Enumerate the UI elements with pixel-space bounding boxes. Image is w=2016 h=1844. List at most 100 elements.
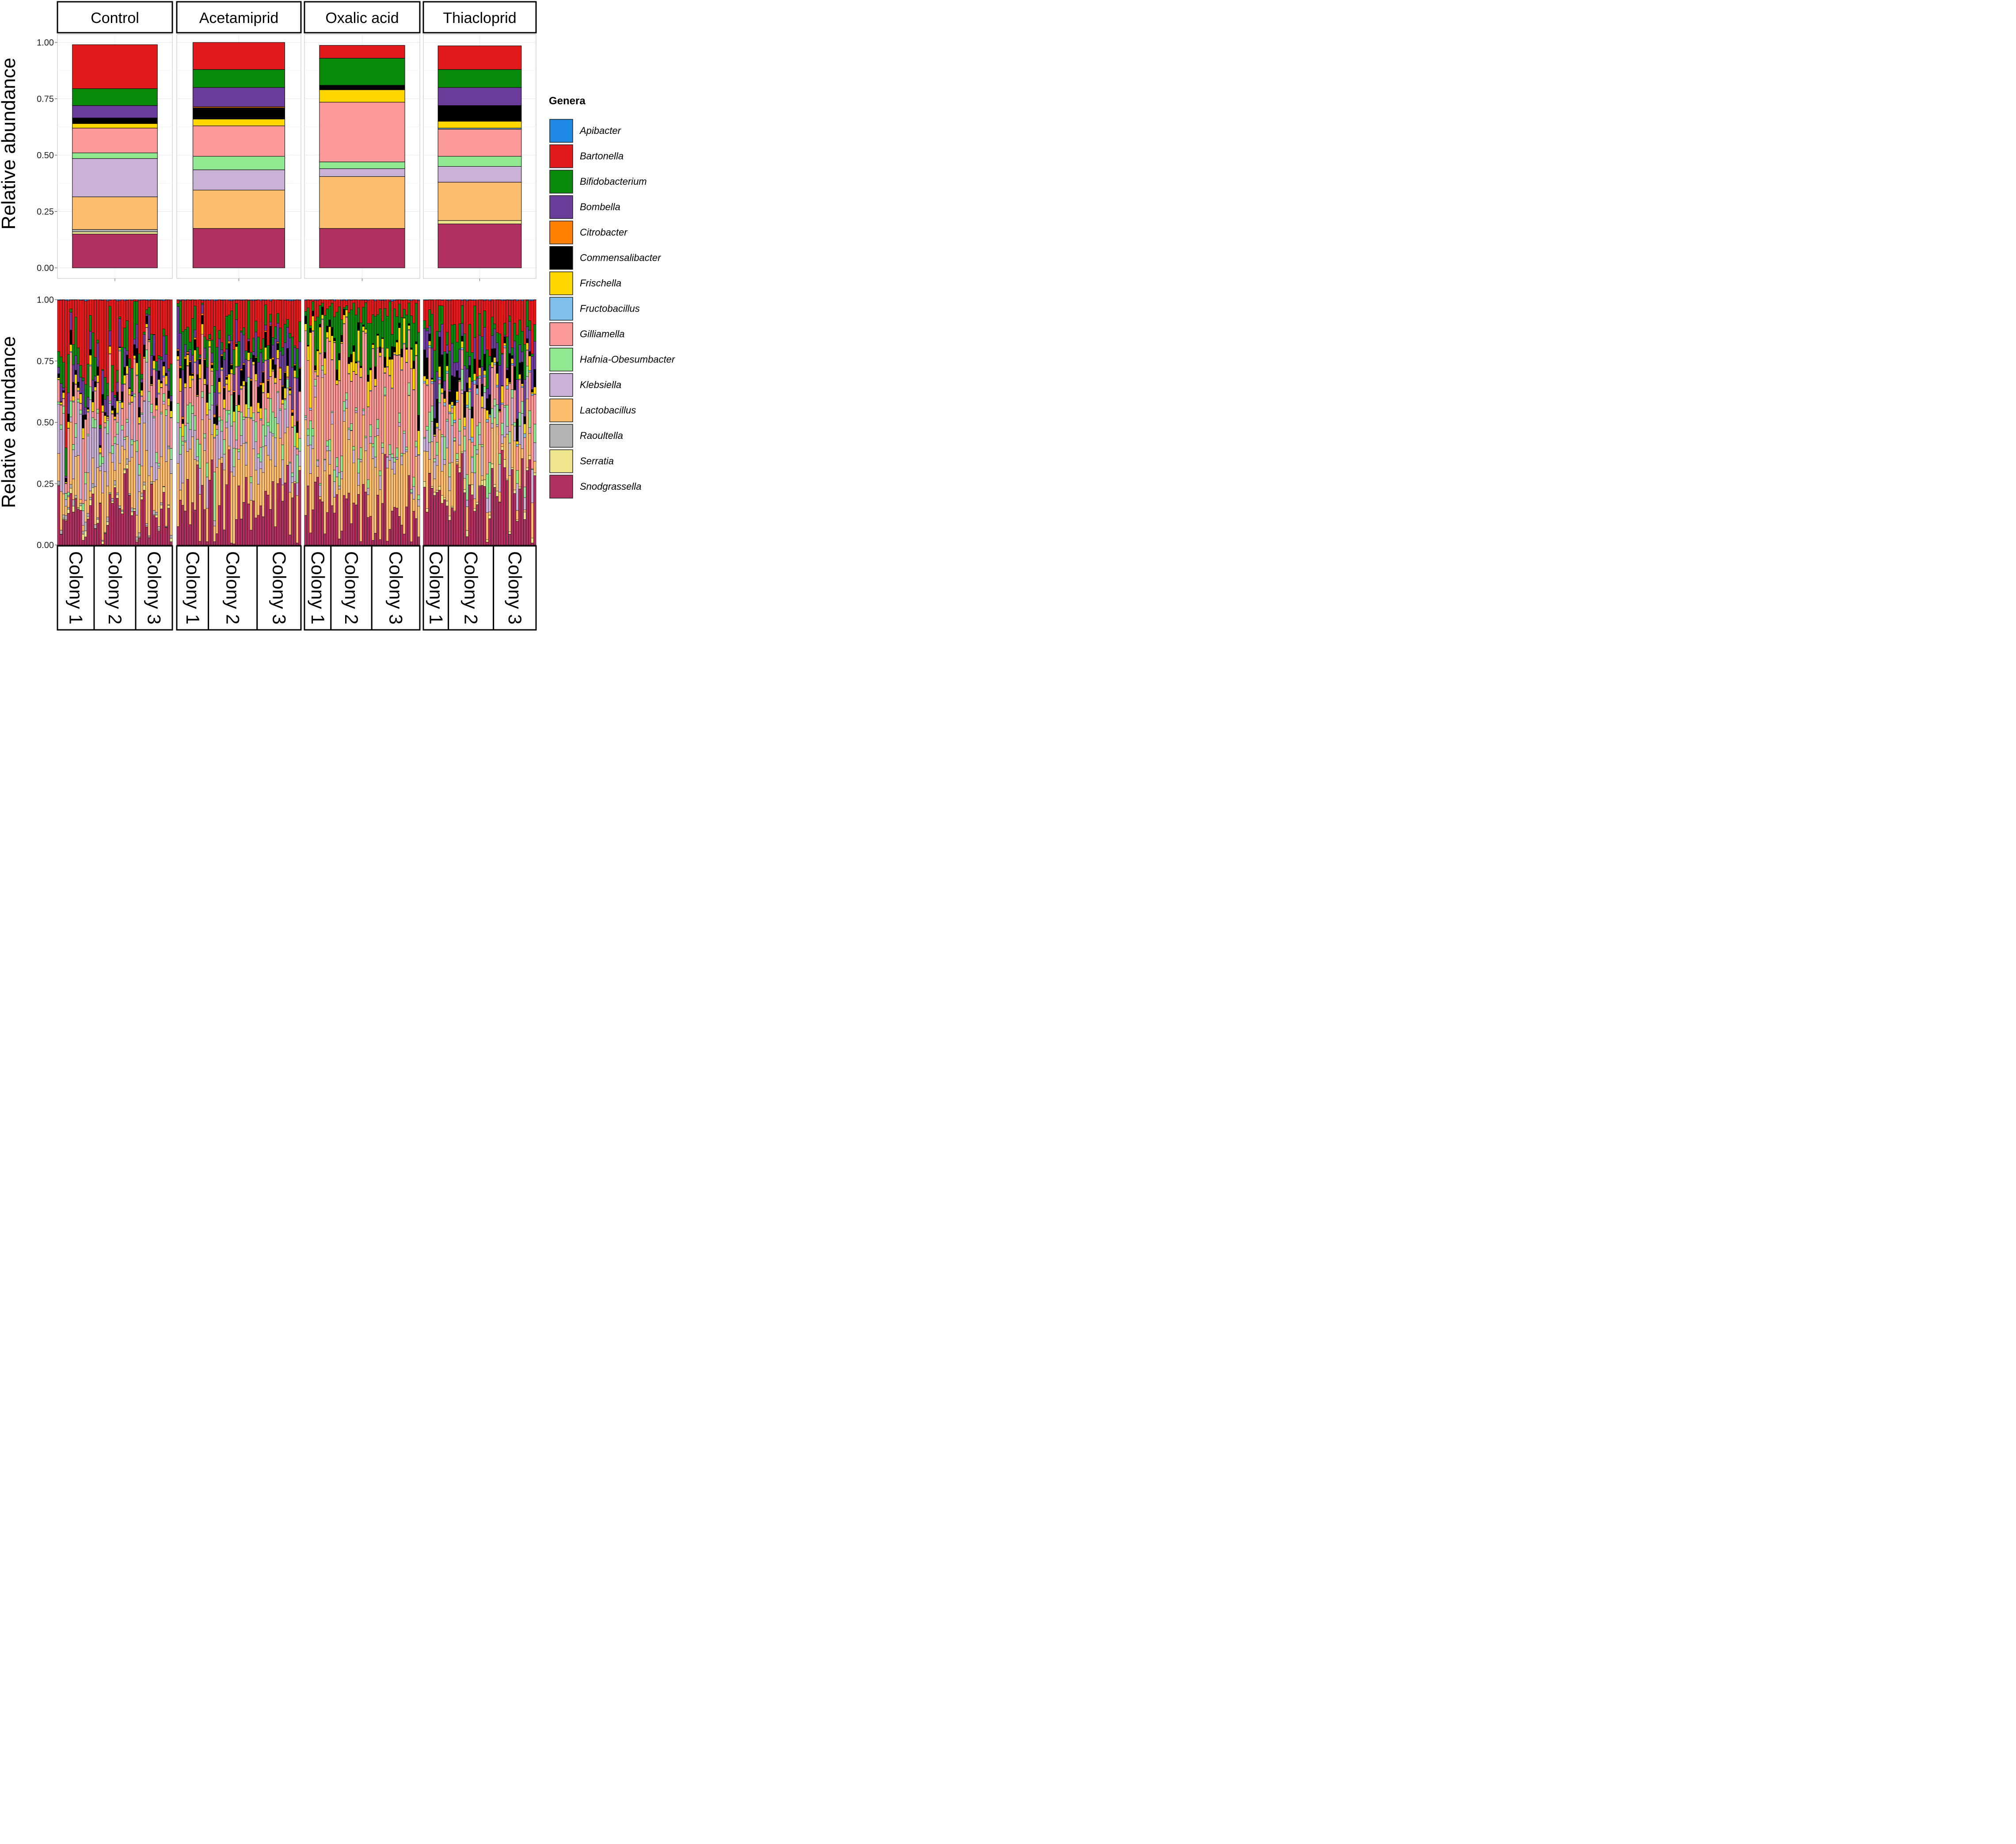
sample-segment-thiacloprid-26-gilliamella xyxy=(486,422,489,474)
sample-segment-acetamiprid-19-frischella xyxy=(220,367,223,370)
sample-segment-thiacloprid-10-bartonella xyxy=(445,300,449,333)
sample-segment-thiacloprid-5-bifidobacterium xyxy=(433,350,436,382)
sample-segment-control-11-bartonella xyxy=(82,300,85,378)
sample-segment-oxalic-acid-26-bifidobacterium xyxy=(364,302,367,329)
sample-segment-acetamiprid-38-bifidobacterium xyxy=(266,345,270,360)
sample-segment-control-32-bartonella xyxy=(133,300,136,302)
sample-segment-thiacloprid-24-frischella xyxy=(481,396,484,408)
colony-box-oxalic-acid-3 xyxy=(371,545,421,631)
bar-segment-thiacloprid-bifidobacterium xyxy=(437,69,522,88)
sample-segment-thiacloprid-24-klebsiella xyxy=(481,446,484,476)
sample-segment-control-27-hafnia-obesumbacter xyxy=(121,425,124,431)
sample-segment-oxalic-acid-44-gilliamella xyxy=(407,330,411,383)
sample-segment-acetamiprid-9-bifidobacterium xyxy=(196,347,199,360)
sample-segment-control-13-raoultella xyxy=(87,513,90,517)
sample-segment-control-34-bartonella xyxy=(138,300,141,354)
sample-segment-thiacloprid-14-lactobacillus xyxy=(456,461,459,464)
sample-segment-oxalic-acid-38-frischella xyxy=(393,352,396,354)
sample-segment-control-43-commensalibacter xyxy=(160,381,163,384)
sample-segment-acetamiprid-21-bombella xyxy=(225,349,228,377)
sample-segment-control-36-frischella xyxy=(143,356,146,358)
sample-segment-thiacloprid-18-bifidobacterium xyxy=(466,351,469,369)
sample-segment-oxalic-acid-31-lactobacillus xyxy=(376,435,379,495)
sample-segment-oxalic-acid-39-hafnia-obesumbacter xyxy=(396,448,399,457)
sample-segment-thiacloprid-26-bombella xyxy=(486,388,489,399)
sample-segment-acetamiprid-1-lactobacillus xyxy=(176,463,179,527)
sample-segment-oxalic-acid-40-bartonella xyxy=(398,300,401,305)
sample-segment-oxalic-acid-17-lactobacillus xyxy=(342,421,346,496)
sample-segment-thiacloprid-15-hafnia-obesumbacter xyxy=(458,419,461,431)
sample-segment-acetamiprid-2-lactobacillus xyxy=(179,490,182,500)
sample-segment-thiacloprid-36-commensalibacter xyxy=(511,355,514,359)
sample-segment-oxalic-acid-12-hafnia-obesumbacter xyxy=(331,411,334,413)
sample-segment-oxalic-acid-28-gilliamella xyxy=(369,391,372,425)
sample-segment-control-1-commensalibacter xyxy=(57,373,60,378)
sample-segment-oxalic-acid-35-frischella xyxy=(386,348,389,367)
sample-segment-thiacloprid-33-apibacter xyxy=(503,299,506,301)
sample-segment-acetamiprid-38-citrobacter xyxy=(266,379,270,381)
sample-segment-acetamiprid-2-snodgrassella xyxy=(179,499,182,545)
sample-segment-thiacloprid-28-bifidobacterium xyxy=(491,316,494,336)
legend-label-raoultella: Raoultella xyxy=(580,430,623,441)
sample-segment-acetamiprid-18-hafnia-obesumbacter xyxy=(218,416,221,421)
sample-segment-control-14-bartonella xyxy=(89,299,92,316)
sample-segment-oxalic-acid-14-snodgrassella xyxy=(335,494,339,545)
sample-segment-oxalic-acid-21-lactobacillus xyxy=(352,462,355,503)
sample-segment-control-19-hafnia-obesumbacter xyxy=(101,457,104,464)
sample-segment-thiacloprid-44-gilliamella xyxy=(531,395,534,469)
sample-segment-acetamiprid-49-bombella xyxy=(293,347,297,365)
sample-segment-thiacloprid-30-serratia xyxy=(496,491,499,497)
sample-segment-control-32-gilliamella xyxy=(133,358,136,394)
bar-segment-acetamiprid-lactobacillus xyxy=(193,190,285,229)
sample-segment-thiacloprid-8-bombella xyxy=(441,324,444,355)
sample-segment-thiacloprid-3-bartonella xyxy=(428,300,431,310)
sample-segment-oxalic-acid-20-hafnia-obesumbacter xyxy=(350,423,353,431)
sample-segment-thiacloprid-45-bartonella xyxy=(533,300,536,325)
legend-swatch-gilliamella xyxy=(549,322,573,346)
bar-segment-acetamiprid-gilliamella xyxy=(193,126,285,157)
sample-segment-thiacloprid-33-klebsiella xyxy=(503,407,506,438)
sample-segment-thiacloprid-34-fructobacillus xyxy=(506,385,509,389)
sample-segment-oxalic-acid-47-hafnia-obesumbacter xyxy=(415,441,418,447)
legend-swatch-fructobacillus xyxy=(549,297,573,321)
sample-segment-oxalic-acid-3-lactobacillus xyxy=(309,473,312,533)
sample-segment-acetamiprid-30-bombella xyxy=(247,339,250,342)
sample-segment-thiacloprid-43-bartonella xyxy=(528,300,531,321)
sample-segment-control-16-gilliamella xyxy=(94,391,97,420)
sample-segment-acetamiprid-25-lactobacillus xyxy=(235,449,238,520)
sample-segment-thiacloprid-22-bombella xyxy=(475,378,479,385)
sample-segment-thiacloprid-10-klebsiella xyxy=(445,421,449,448)
bar-segment-oxalic-acid-snodgrassella xyxy=(319,228,405,268)
sample-segment-control-46-lactobacillus xyxy=(167,449,170,505)
sample-segment-thiacloprid-15-lactobacillus xyxy=(458,445,461,468)
sample-segment-control-40-raoultella xyxy=(152,510,156,515)
sample-segment-acetamiprid-8-hafnia-obesumbacter xyxy=(194,415,197,431)
sample-segment-control-15-bartonella xyxy=(91,299,95,333)
sample-segment-oxalic-acid-44-lactobacillus xyxy=(407,395,411,476)
sample-segment-acetamiprid-40-frischella xyxy=(271,369,274,371)
y-tick-label-top-2: 0.50 xyxy=(37,151,54,160)
sample-segment-acetamiprid-49-gilliamella xyxy=(293,377,297,426)
sample-segment-control-46-klebsiella xyxy=(167,447,170,449)
sample-segment-acetamiprid-39-klebsiella xyxy=(269,432,272,460)
sample-segment-control-43-hafnia-obesumbacter xyxy=(160,412,163,414)
sample-segment-control-42-hafnia-obesumbacter xyxy=(157,463,160,466)
sample-segment-control-27-snodgrassella xyxy=(121,514,124,545)
sample-segment-oxalic-acid-43-lactobacillus xyxy=(405,451,408,507)
sample-segment-thiacloprid-5-commensalibacter xyxy=(433,418,436,435)
sample-segment-thiacloprid-5-hafnia-obesumbacter xyxy=(433,458,436,462)
sample-segment-thiacloprid-13-gilliamella xyxy=(453,423,456,438)
sample-segment-control-43-klebsiella xyxy=(160,414,163,457)
sample-segment-oxalic-acid-41-klebsiella xyxy=(400,456,403,465)
sample-segment-thiacloprid-11-bombella xyxy=(448,389,451,392)
sample-segment-thiacloprid-22-hafnia-obesumbacter xyxy=(475,426,479,450)
sample-segment-oxalic-acid-7-commensalibacter xyxy=(319,324,322,328)
sample-segment-oxalic-acid-12-snodgrassella xyxy=(331,505,334,545)
sample-segment-acetamiprid-37-hafnia-obesumbacter xyxy=(264,408,267,436)
sample-segment-oxalic-acid-1-gilliamella xyxy=(304,330,307,416)
sample-segment-thiacloprid-2-serratia xyxy=(426,508,429,512)
sample-segment-thiacloprid-36-apibacter xyxy=(511,299,514,301)
sample-segment-control-35-bartonella xyxy=(140,300,143,374)
sample-segment-control-43-apibacter xyxy=(160,299,163,301)
sample-segment-acetamiprid-24-commensalibacter xyxy=(232,392,236,412)
